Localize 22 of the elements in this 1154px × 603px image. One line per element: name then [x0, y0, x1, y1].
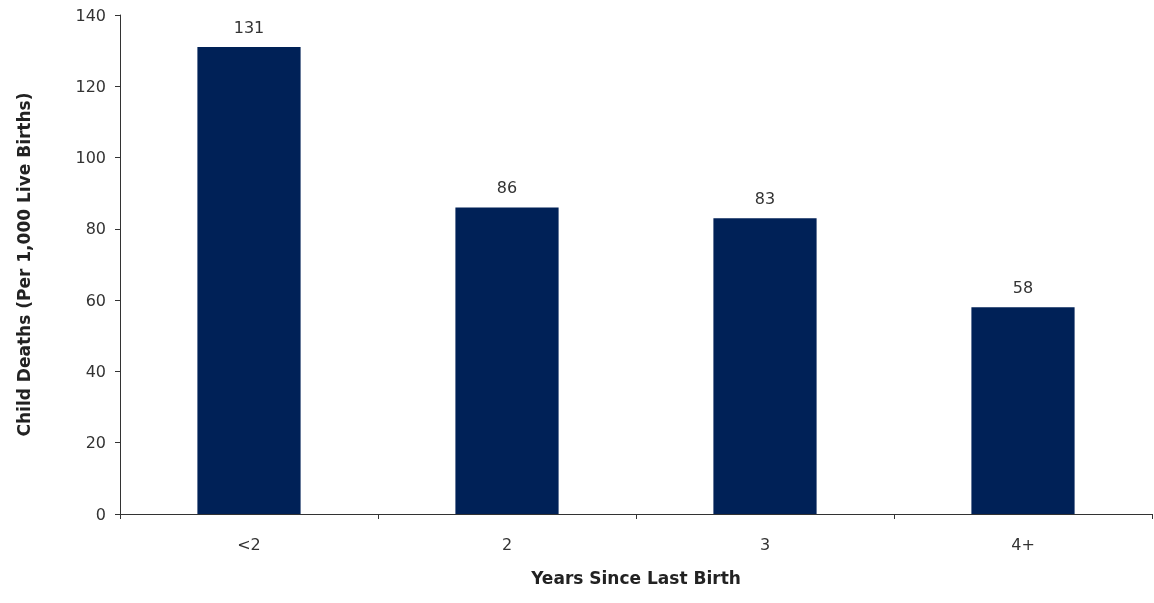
- data-label: 131: [233, 17, 265, 37]
- data-label: 58: [1012, 277, 1034, 297]
- data-label: 83: [754, 188, 776, 208]
- bar: [455, 207, 559, 514]
- bar: [197, 47, 301, 514]
- x-axis-title: Years Since Last Birth: [530, 567, 741, 588]
- y-tick-label: 60: [85, 290, 106, 310]
- y-axis-title: Child Deaths (Per 1,000 Live Births): [13, 92, 34, 437]
- bar: [713, 218, 817, 514]
- y-tick-label: 100: [75, 148, 106, 168]
- y-tick-label: 40: [85, 361, 106, 381]
- y-tick-label: 20: [85, 433, 106, 453]
- y-tick-label: 140: [75, 5, 106, 25]
- y-tick-label: 120: [75, 76, 106, 96]
- x-tick-label: 2: [501, 534, 513, 554]
- data-label: 86: [496, 177, 518, 197]
- y-tick-label: 0: [95, 504, 106, 524]
- x-tick-label: <2: [237, 534, 261, 554]
- x-tick-label: 4+: [1011, 534, 1035, 554]
- x-tick-label: 3: [759, 534, 771, 554]
- y-tick-label: 80: [85, 219, 106, 239]
- bar: [971, 307, 1075, 514]
